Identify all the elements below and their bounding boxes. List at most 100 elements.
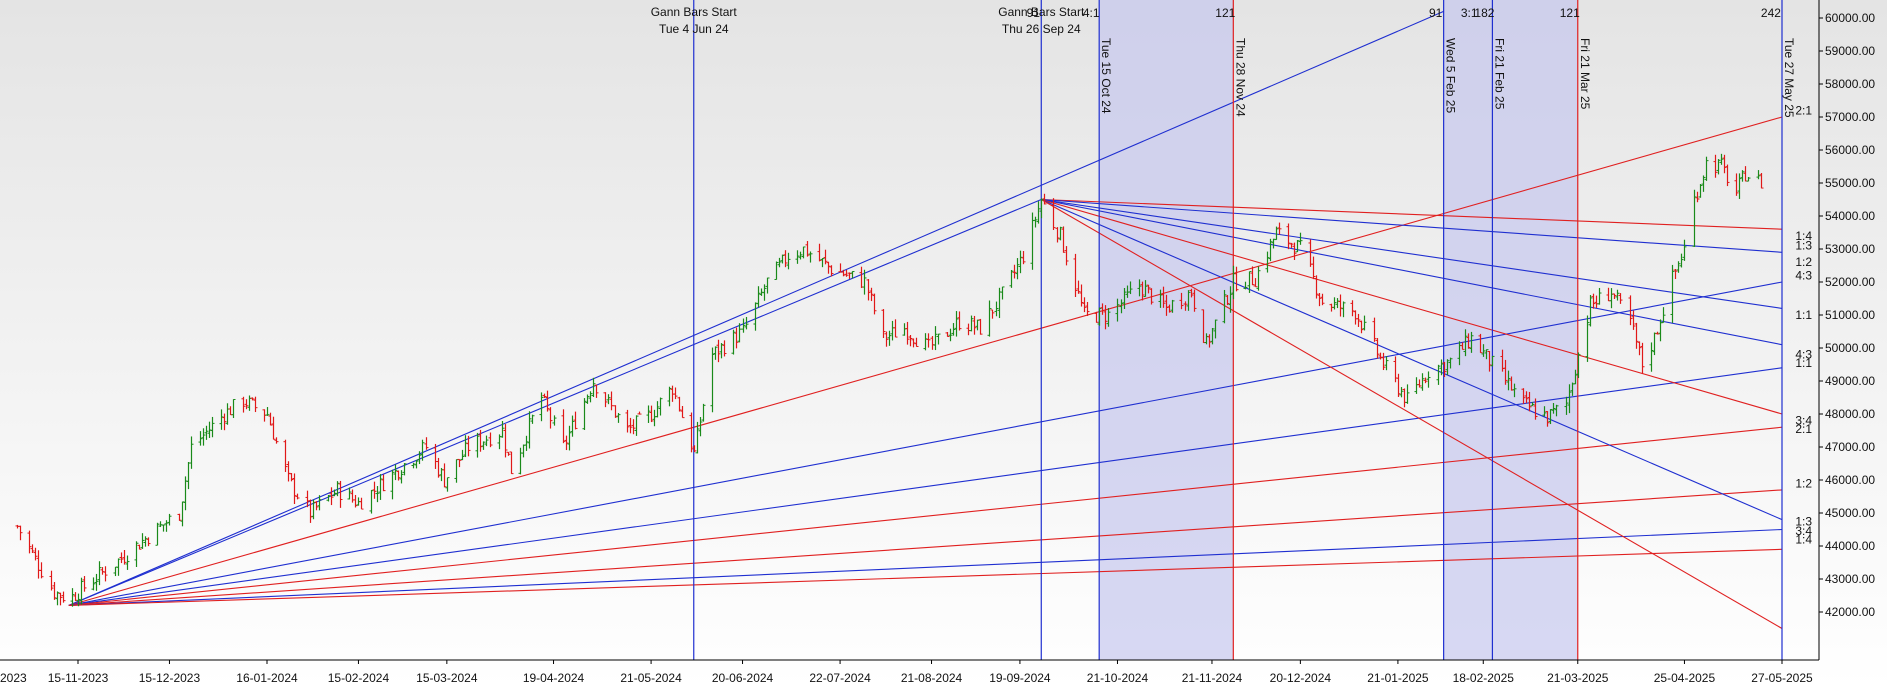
price-bar [1484,349,1489,360]
price-bar [1445,359,1450,375]
x-tick-label: 20-06-2024 [712,671,774,685]
y-tick-label: 56000.00 [1825,143,1875,157]
price-bar [393,464,398,481]
price-bar [1554,404,1559,417]
y-tick-label: 55000.00 [1825,176,1875,190]
price-bar [1527,391,1532,412]
price-bar [1164,294,1169,316]
price-bar [1448,357,1453,369]
price-bar [817,243,822,262]
price-bar [292,473,297,504]
gann-fan-0-line-5 [68,426,1783,606]
price-bar [1548,409,1553,425]
gann-bars-start-label: Gann Bars Start [998,5,1085,19]
price-bar [734,327,739,349]
price-bar [1661,307,1666,324]
price-bar [646,405,651,423]
price-bar [39,562,44,579]
gann-fan-0-line-6 [68,489,1783,606]
price-bar [1073,253,1078,298]
gann-fan-1-line-4 [1041,198,1783,415]
price-bar [969,315,974,332]
price-bar [198,431,203,446]
price-bar [1082,297,1087,313]
price-bar [573,411,578,430]
price-bar [1128,281,1133,295]
price-bar [1420,373,1425,391]
shaded-time-zone-1 [1443,0,1578,660]
price-bar [1225,294,1230,306]
price-bar [1021,251,1026,265]
price-bar [1295,239,1300,253]
price-bar [1350,300,1355,317]
price-bar [1250,266,1255,286]
price-bar [271,416,276,440]
time-line-date-label: Thu 28 Nov 24 [1233,38,1247,117]
price-bar [542,393,547,399]
price-bar [1179,292,1184,310]
price-bar [1161,286,1166,308]
price-bar [116,558,121,576]
price-bar [1100,303,1105,315]
price-bar [335,481,340,497]
price-bar [1277,222,1282,235]
price-bar [795,250,800,264]
price-bar [1466,333,1471,349]
price-bar [1426,371,1431,388]
price-bar [1375,338,1380,359]
price-bar [414,460,419,469]
price-bar [1234,266,1239,292]
price-bar [353,494,358,508]
x-tick-label: 20-12-2024 [1270,671,1332,685]
price-bar [484,435,489,447]
price-bar [289,473,294,482]
price-bar [33,547,38,561]
price-bar [1167,304,1172,313]
price-bar [695,421,700,454]
price-bar [774,261,779,280]
price-bar [1064,246,1069,266]
price-bar [1292,242,1297,260]
price-bar [1097,307,1102,326]
price-bar [27,530,32,554]
price-bar [1695,191,1700,203]
price-bar [872,293,877,315]
price-bar [140,533,145,549]
price-bar [1682,239,1687,261]
price-bar [55,591,60,606]
price-bar [887,330,892,346]
price-bar [1332,297,1337,310]
price-bar [805,241,810,257]
price-bar [1186,290,1191,311]
price-bar [710,347,715,413]
y-tick-label: 59000.00 [1825,44,1875,58]
y-tick-label: 42000.00 [1825,605,1875,619]
price-bar [613,405,618,418]
price-bar [957,311,962,331]
price-bar [762,284,767,301]
price-bar [844,269,849,277]
gann-fan-1-line-3 [1041,198,1783,346]
gann-count-label: 242 [1761,6,1781,20]
price-bar [1311,256,1316,280]
price-bar [326,494,331,502]
price-bar [1725,164,1730,187]
gann-fan-1-line-0 [1041,198,1783,230]
price-bar [445,477,450,492]
price-bar [1103,305,1108,330]
time-line-date-label: Tue 15 Oct 24 [1099,38,1113,114]
price-bar [1524,391,1529,404]
price-bar [701,403,706,422]
price-bar [219,409,224,430]
price-bar [97,561,102,586]
price-bar [561,409,566,444]
time-line-date-label: Wed 5 Feb 25 [1444,38,1458,113]
x-tick-label: 21-01-2025 [1367,671,1429,685]
price-bar [1564,396,1569,415]
time-line-date-label: Fri 21 Mar 25 [1578,38,1592,110]
price-bar [1289,242,1294,248]
price-bar [1298,232,1303,245]
price-bar [884,331,889,347]
price-bar [1356,313,1361,327]
gann-ratio-label: 4:3 [1795,348,1812,362]
